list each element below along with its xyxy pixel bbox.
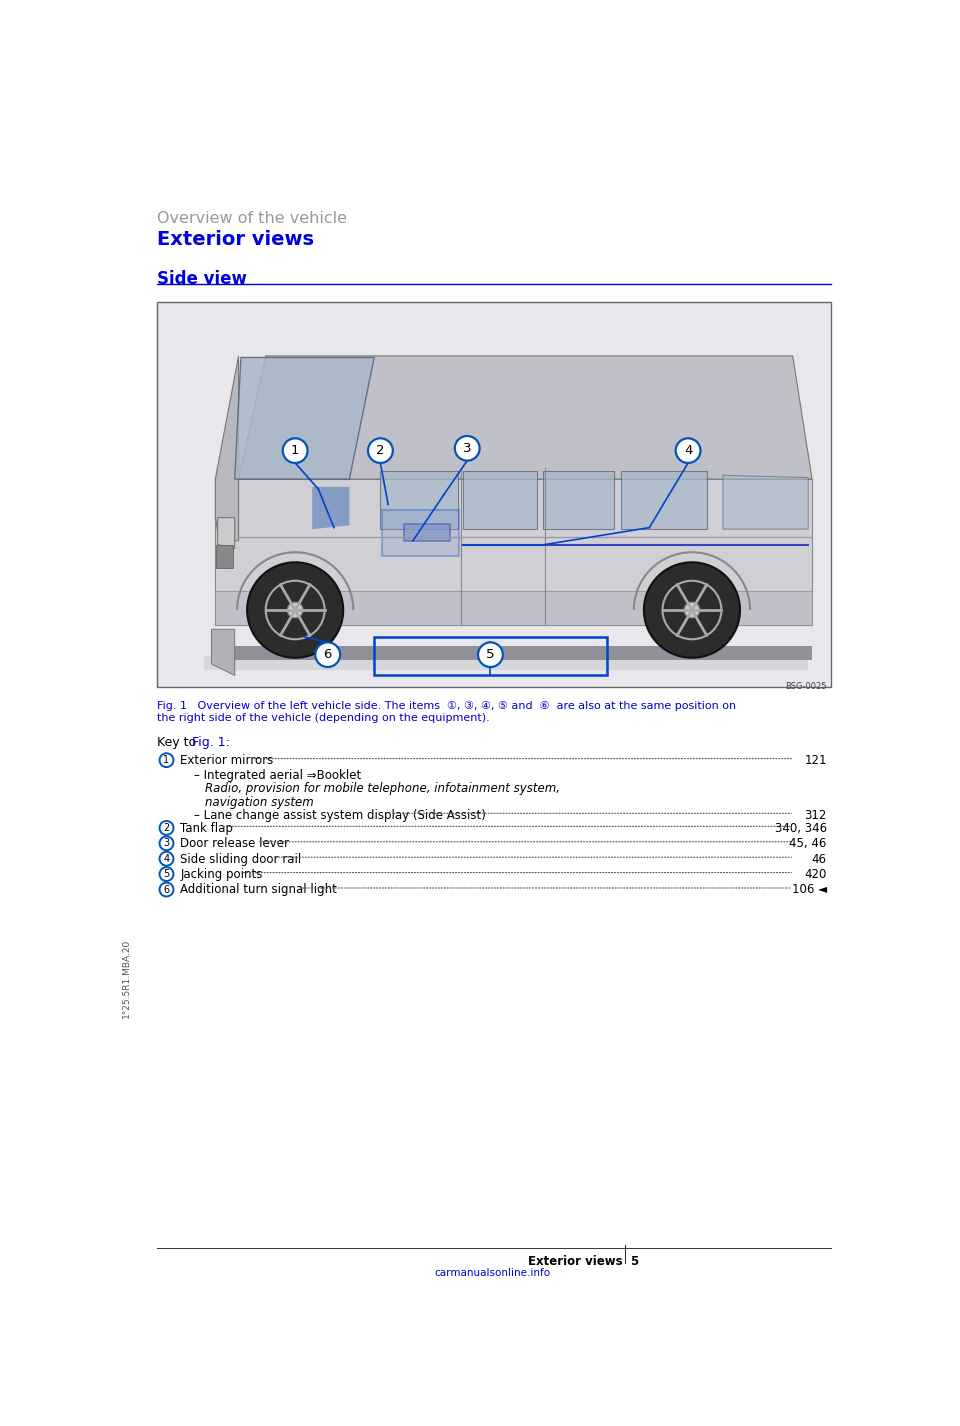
Text: 4: 4 bbox=[163, 854, 170, 864]
Text: 3: 3 bbox=[163, 838, 170, 848]
Circle shape bbox=[368, 438, 393, 463]
Text: Fig. 1:: Fig. 1: bbox=[192, 736, 230, 749]
Polygon shape bbox=[211, 629, 234, 676]
Text: – Integrated aerial ⇒Booklet: – Integrated aerial ⇒Booklet bbox=[194, 770, 365, 783]
Text: navigation system: navigation system bbox=[205, 796, 314, 809]
Text: 312: 312 bbox=[804, 809, 827, 821]
Text: the right side of the vehicle (depending on the equipment).: the right side of the vehicle (depending… bbox=[157, 713, 490, 723]
Text: BSG-0025: BSG-0025 bbox=[785, 683, 827, 692]
Circle shape bbox=[283, 438, 307, 463]
Text: Side sliding door rail: Side sliding door rail bbox=[180, 853, 301, 866]
Text: Additional turn signal light: Additional turn signal light bbox=[180, 883, 337, 897]
Text: – Lane change assist system display (Side Assist): – Lane change assist system display (Sid… bbox=[194, 809, 486, 821]
Text: 1°25.5R1.MBA.20: 1°25.5R1.MBA.20 bbox=[122, 938, 131, 1018]
Text: 45, 46: 45, 46 bbox=[789, 837, 827, 850]
Text: 5: 5 bbox=[163, 868, 170, 880]
Bar bbox=[403, 523, 450, 540]
Text: 121: 121 bbox=[804, 754, 827, 767]
Circle shape bbox=[247, 562, 344, 657]
Polygon shape bbox=[215, 479, 812, 626]
Bar bbox=[157, 302, 831, 687]
Circle shape bbox=[455, 436, 480, 461]
Bar bbox=[216, 545, 233, 568]
Text: 2: 2 bbox=[376, 443, 385, 458]
Polygon shape bbox=[380, 472, 458, 529]
Circle shape bbox=[676, 438, 701, 463]
Polygon shape bbox=[218, 518, 234, 549]
Text: 106 ◄: 106 ◄ bbox=[792, 883, 827, 897]
Circle shape bbox=[159, 867, 174, 881]
Text: 46: 46 bbox=[812, 853, 827, 866]
Bar bbox=[215, 590, 812, 626]
Text: Overview of the vehicle: Overview of the vehicle bbox=[157, 211, 348, 227]
Bar bbox=[382, 511, 460, 556]
Circle shape bbox=[287, 602, 303, 617]
Circle shape bbox=[159, 753, 174, 767]
Polygon shape bbox=[215, 356, 239, 540]
Text: 5: 5 bbox=[486, 649, 494, 662]
Bar bbox=[219, 646, 812, 660]
Text: 5: 5 bbox=[630, 1255, 638, 1268]
Text: Exterior mirrors: Exterior mirrors bbox=[180, 754, 274, 767]
Text: Exterior views: Exterior views bbox=[528, 1255, 622, 1268]
Text: Radio, provision for mobile telephone, infotainment system,: Radio, provision for mobile telephone, i… bbox=[205, 783, 561, 796]
Polygon shape bbox=[234, 358, 374, 479]
Circle shape bbox=[644, 562, 740, 657]
Circle shape bbox=[159, 883, 174, 897]
Text: Door release lever: Door release lever bbox=[180, 837, 290, 850]
Text: 6: 6 bbox=[163, 884, 170, 894]
Text: Fig. 1   Overview of the left vehicle side. The items  ①, ③, ④, ⑤ and  ⑥  are al: Fig. 1 Overview of the left vehicle side… bbox=[157, 702, 736, 712]
Text: Side view: Side view bbox=[157, 270, 247, 288]
Text: 6: 6 bbox=[324, 649, 332, 662]
Polygon shape bbox=[621, 472, 708, 529]
Text: 340, 346: 340, 346 bbox=[775, 821, 827, 834]
Polygon shape bbox=[464, 472, 537, 529]
Text: 420: 420 bbox=[804, 868, 827, 881]
Circle shape bbox=[315, 642, 340, 667]
Circle shape bbox=[159, 851, 174, 866]
Polygon shape bbox=[239, 356, 812, 479]
Circle shape bbox=[478, 642, 503, 667]
Text: 3: 3 bbox=[463, 442, 471, 455]
Text: carmanualsonline.info: carmanualsonline.info bbox=[434, 1268, 550, 1278]
Polygon shape bbox=[312, 486, 349, 529]
Text: 4: 4 bbox=[684, 443, 692, 458]
Text: 1: 1 bbox=[163, 756, 170, 766]
Circle shape bbox=[159, 821, 174, 834]
Text: Tank flap: Tank flap bbox=[180, 821, 233, 834]
Polygon shape bbox=[543, 472, 614, 529]
Circle shape bbox=[159, 837, 174, 850]
Text: Exterior views: Exterior views bbox=[157, 230, 314, 248]
Text: 2: 2 bbox=[163, 823, 170, 833]
Text: Key to: Key to bbox=[157, 736, 201, 749]
Polygon shape bbox=[723, 475, 808, 529]
Text: Jacking points: Jacking points bbox=[180, 868, 263, 881]
Circle shape bbox=[684, 602, 700, 617]
Polygon shape bbox=[204, 656, 808, 670]
Bar bbox=[374, 637, 607, 676]
Text: 1: 1 bbox=[291, 443, 300, 458]
